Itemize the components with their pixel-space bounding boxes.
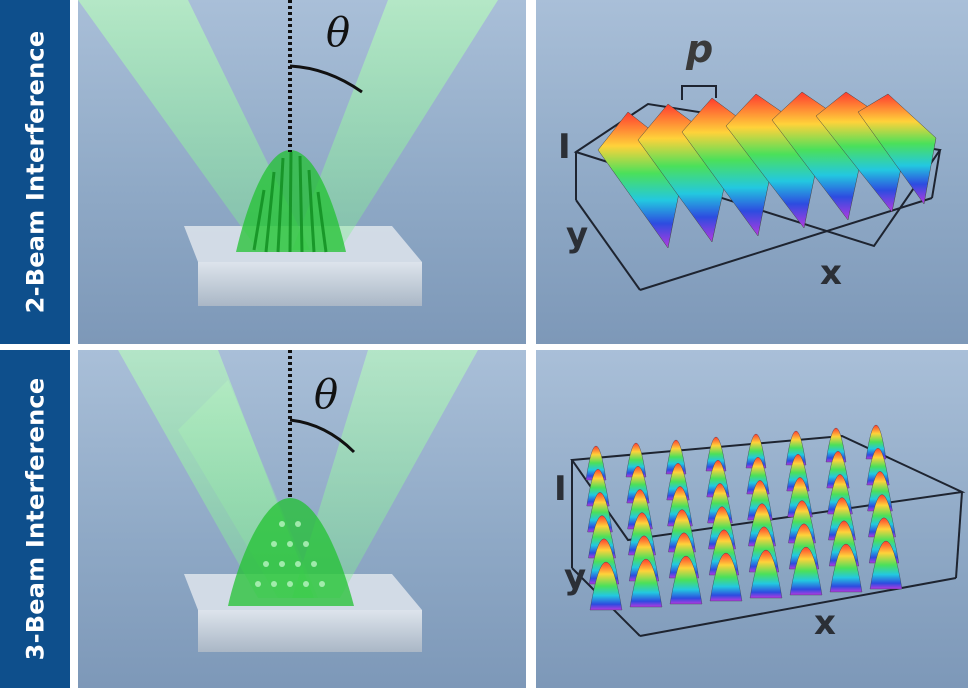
intensity-peak (589, 561, 623, 611)
theta-label: θ (326, 10, 350, 56)
intensity-scene-2-beam: p I y x (558, 27, 942, 293)
row-label-3-beam: 3-Beam Interference (0, 350, 70, 688)
intensity-peak (625, 442, 647, 478)
intensity-peak (785, 430, 807, 466)
intensity-peak (789, 546, 823, 596)
intensity-axis-label: I (554, 469, 567, 509)
period-bracket (681, 85, 717, 100)
substrate-front (198, 262, 422, 306)
angle-arc (289, 418, 356, 454)
intensity-peak (745, 433, 767, 469)
ridges-2-beam (597, 91, 937, 249)
y-axis-label: y (566, 215, 588, 255)
intensity-peak (865, 424, 887, 460)
beam-scene-3-beam: θ (118, 350, 478, 652)
row-2-beam: 2-Beam Interference (0, 0, 968, 344)
row-3-beam: 3-Beam Interference (0, 350, 968, 688)
intensity-peak (669, 555, 703, 605)
intensity-plot-2-beam: p I y x (536, 0, 968, 344)
interference-dots (255, 521, 325, 587)
beam-scene-2-beam: θ (78, 0, 498, 306)
interference-fringes (252, 151, 328, 253)
intensity-peak (629, 558, 663, 608)
period-label: p (685, 27, 713, 71)
row-title-3-beam: 3-Beam Interference (21, 377, 49, 661)
peaks-3-beam (585, 424, 903, 611)
intensity-peak (825, 427, 847, 463)
intensity-peak (869, 540, 903, 590)
laser-beam-left (78, 0, 310, 250)
intensity-scene-3-beam: I y x (554, 424, 966, 643)
intensity-peak (585, 445, 607, 481)
intensity-peak (709, 552, 743, 602)
beam-illustration-2-beam: θ (78, 0, 526, 344)
interference-dome (228, 498, 354, 606)
intensity-peak (665, 439, 687, 475)
laser-beam-right (292, 350, 478, 598)
intensity-peak (829, 543, 863, 593)
laser-beam-right (292, 0, 498, 250)
substrate-front (198, 610, 422, 652)
intensity-peak (749, 549, 783, 599)
x-axis-label: x (820, 253, 842, 293)
intensity-peak (705, 436, 727, 472)
y-axis-label: y (564, 557, 586, 597)
angle-arc (289, 64, 363, 94)
row-title-2-beam: 2-Beam Interference (21, 30, 49, 314)
intensity-plot-3-beam: I y x (536, 350, 968, 688)
row-label-2-beam: 2-Beam Interference (0, 0, 70, 344)
intensity-axis-label: I (558, 127, 571, 167)
x-axis-label: x (814, 603, 836, 643)
beam-illustration-3-beam: θ (78, 350, 526, 688)
theta-label: θ (314, 372, 338, 418)
